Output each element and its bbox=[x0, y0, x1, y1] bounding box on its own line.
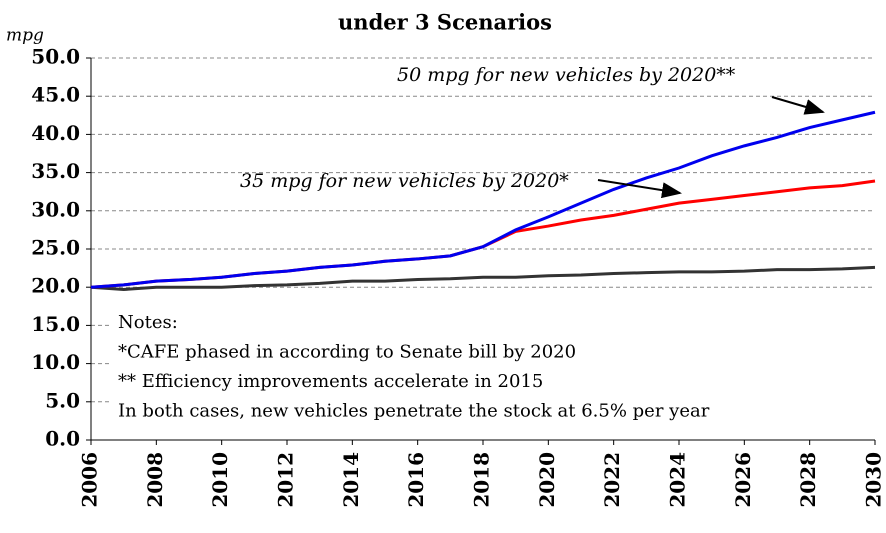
y-tick-label: 30.0 bbox=[31, 197, 80, 221]
x-tick-label: 2016 bbox=[404, 452, 428, 508]
x-tick-label: 2028 bbox=[796, 452, 820, 508]
x-tick-label: 2018 bbox=[470, 452, 494, 508]
y-tick-label: 15.0 bbox=[31, 312, 80, 336]
y-tick-label: 0.0 bbox=[45, 427, 80, 451]
x-tick-label: 2014 bbox=[339, 452, 363, 508]
note: *CAFE phased in according to Senate bill… bbox=[118, 342, 576, 363]
annotation: 35 mpg for new vehicles by 2020* bbox=[240, 170, 569, 192]
annotation: 50 mpg for new vehicles by 2020** bbox=[397, 64, 736, 86]
x-tick-label: 2008 bbox=[143, 452, 167, 508]
x-tick-label: 2010 bbox=[208, 452, 232, 508]
y-tick-label: 50.0 bbox=[31, 45, 80, 69]
x-tick-label: 2022 bbox=[600, 452, 624, 508]
arrow bbox=[771, 96, 825, 115]
arrow bbox=[597, 179, 682, 199]
x-tick-label: 2006 bbox=[78, 452, 102, 508]
y-tick-label: 40.0 bbox=[31, 121, 80, 145]
x-tick-label: 2026 bbox=[731, 452, 755, 508]
notes-box: Notes: *CAFE phased in according to Senat… bbox=[110, 308, 872, 426]
y-tick-label: 45.0 bbox=[31, 83, 80, 107]
x-tick-label: 2024 bbox=[666, 452, 690, 508]
note: Notes: bbox=[118, 312, 178, 333]
y-tick-label: 35.0 bbox=[31, 159, 80, 183]
x-tick-label: 2030 bbox=[862, 452, 886, 508]
line bbox=[90, 265, 876, 291]
note: ** Efficiency improvements accelerate in… bbox=[118, 371, 543, 392]
y-axis-label: mpg bbox=[6, 26, 44, 46]
note: In both cases, new vehicles penetrate th… bbox=[118, 401, 710, 422]
x-tick-label: 2020 bbox=[535, 452, 559, 508]
y-tick-label: 10.0 bbox=[31, 350, 80, 374]
line bbox=[90, 110, 876, 289]
notes-background bbox=[110, 308, 872, 426]
y-tick-label: 25.0 bbox=[31, 236, 80, 260]
y-tick-label: 5.0 bbox=[45, 388, 80, 412]
y-tick-label: 20.0 bbox=[31, 274, 80, 298]
x-tick-label: 2012 bbox=[274, 452, 298, 508]
chart-title: under 3 Scenarios bbox=[338, 10, 552, 35]
